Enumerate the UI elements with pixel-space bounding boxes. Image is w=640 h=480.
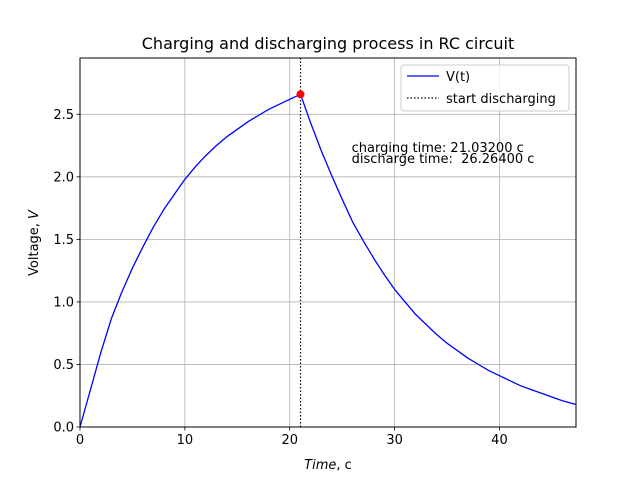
y-axis-label: Voltage, V: [27, 209, 42, 276]
x-axis-label-unit: , c: [336, 458, 351, 473]
y-axis-label-unit: V: [27, 209, 42, 219]
x-axis-label: Time, c: [304, 458, 352, 473]
y-axis-label-main: Voltage,: [27, 219, 42, 276]
legend-label-vline: start discharging: [446, 92, 556, 107]
y-tick-label: 2.5: [53, 108, 74, 123]
legend-label-series: V(t): [446, 70, 470, 85]
y-tick-label: 2.0: [53, 170, 74, 185]
chart-title: Charging and discharging process in RC c…: [142, 34, 515, 53]
peak-marker: [296, 90, 305, 99]
y-tick-label: 0.0: [53, 421, 74, 436]
y-axis-ticks: 0.0 0.5 1.0 1.5 2.0 2.5: [53, 108, 80, 436]
y-tick-label: 0.5: [53, 358, 74, 373]
x-tick-label: 10: [177, 433, 194, 448]
marker-layer: [296, 90, 305, 99]
series-layer: [79, 93, 577, 428]
x-tick-label: 0: [76, 433, 84, 448]
y-tick-label: 1.5: [53, 233, 74, 248]
x-tick-label: 20: [281, 433, 298, 448]
series-line-v-t-: [79, 93, 577, 428]
x-axis-ticks: 0 10 20 30 40: [76, 427, 508, 448]
annotation-text: discharge time: 26.26400 c: [352, 152, 535, 167]
x-tick-label: 30: [386, 433, 403, 448]
x-axis-label-main: Time: [304, 458, 336, 473]
annotation-text: charging time: 21.03200 c: [352, 141, 524, 156]
legend-box: [400, 64, 570, 112]
legend: V(t) start discharging: [400, 64, 570, 112]
y-tick-label: 1.0: [53, 295, 74, 310]
plot-frame: [79, 57, 577, 428]
x-tick-label: 40: [491, 433, 508, 448]
grid: [79, 58, 576, 428]
